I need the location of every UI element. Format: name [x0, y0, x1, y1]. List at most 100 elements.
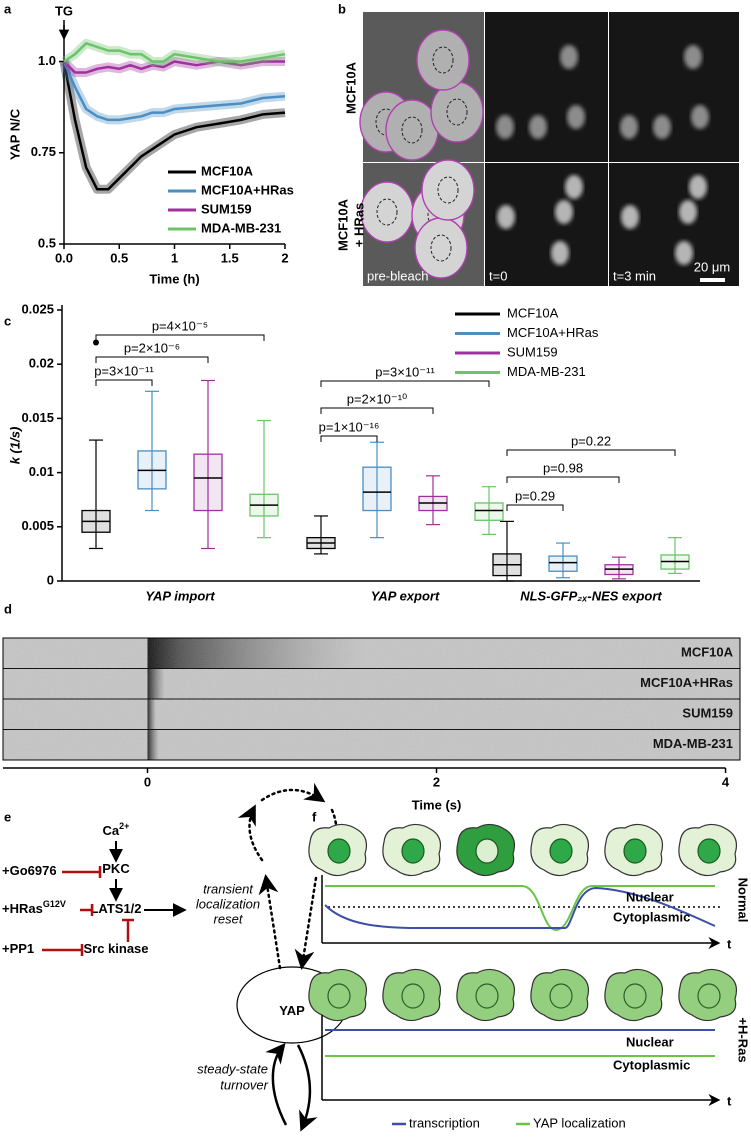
- label: PKC: [102, 861, 130, 876]
- legend-label: MDA-MB-231: [201, 220, 281, 235]
- p-value: p=0.29: [515, 488, 555, 503]
- p-value: p=2×10⁻¹⁰: [347, 391, 408, 406]
- nucleus: [689, 175, 707, 199]
- note: turnover: [220, 1077, 268, 1092]
- panel-letter: c: [4, 313, 11, 328]
- significance-bracket: [95, 334, 265, 341]
- localization-curve: [325, 885, 715, 932]
- nucleus-outline: [401, 116, 423, 144]
- x-tick-label: 0.0: [55, 250, 73, 265]
- y-axis-label: k (1/s): [7, 427, 22, 465]
- panel-letter: a: [4, 1, 12, 16]
- image-frame: [485, 12, 608, 162]
- nucleus: [621, 205, 639, 229]
- label-superscript: G12V: [43, 899, 66, 909]
- cell-nucleus: [401, 838, 425, 864]
- label: Src kinase: [83, 941, 148, 956]
- nucleus: [555, 200, 573, 224]
- label-text: Src kinase: [83, 941, 148, 956]
- nucleus: [679, 200, 697, 224]
- label: +Go6976: [2, 863, 57, 878]
- turnover-arrow: [265, 1042, 288, 1126]
- box: [548, 555, 578, 572]
- significance-bracket: [320, 435, 378, 442]
- turnover-arrow: [296, 1044, 318, 1132]
- legend-label: SUM159: [201, 201, 252, 216]
- x-tick-label: 4: [722, 774, 730, 789]
- nucleus-outline: [437, 176, 459, 204]
- y-tick-label: 0.01: [29, 464, 54, 479]
- nucleus-outline: [376, 198, 398, 226]
- legend-label: MCF10A+HRas: [201, 182, 294, 197]
- annotation: TG: [55, 3, 73, 18]
- cell-nucleus: [475, 838, 499, 864]
- legend-label: MCF10A: [507, 305, 559, 320]
- nucleus-outline: [430, 234, 452, 262]
- category-label: NLS-GFP₂ₓ-NES export: [520, 588, 662, 603]
- nucleus: [567, 105, 585, 129]
- series-line: [63, 42, 286, 63]
- cell: [360, 181, 414, 243]
- x-tick-label: 0: [144, 774, 151, 789]
- nucleus: [620, 115, 638, 139]
- x-axis-label: Time (s): [412, 797, 462, 812]
- cell-nucleus: [327, 983, 351, 1009]
- scale-bar: [700, 278, 725, 282]
- kymograph-noise: [3, 638, 740, 760]
- transport-arrow: [294, 876, 318, 970]
- label: YAP: [279, 1003, 305, 1018]
- row-label: MCF10A: [335, 198, 350, 251]
- series-line: [62, 61, 286, 122]
- scale-bar-label: 20 μm: [694, 259, 730, 274]
- transport-arrow: [260, 782, 326, 803]
- label-text: LATS1/2: [90, 901, 141, 916]
- nucleus: [675, 241, 693, 265]
- note: localization: [196, 896, 260, 911]
- p-value: p=1×10⁻¹⁶: [319, 419, 380, 434]
- significance-bracket: [95, 356, 209, 363]
- label: Ca2+: [103, 821, 130, 838]
- y-tick-label: 0: [47, 572, 54, 587]
- frame-label: t=0: [489, 268, 507, 283]
- row-label: MCF10A: [343, 61, 358, 114]
- y-tick-label: 0.015: [21, 410, 54, 425]
- cell: [421, 159, 475, 221]
- image-frame: [609, 12, 739, 162]
- transport-arrow: [258, 874, 282, 970]
- transport-arrow: [237, 804, 264, 862]
- cell-nucleus: [549, 838, 573, 864]
- frame-label: t=3 min: [613, 268, 656, 283]
- significance-bracket: [506, 476, 620, 483]
- y-tick-label: 0.005: [21, 518, 54, 533]
- x-tick-label: 2: [281, 250, 288, 265]
- label: LATS1/2: [90, 901, 141, 916]
- label: +PP1: [2, 941, 34, 956]
- cell-nucleus: [623, 983, 647, 1009]
- cell: [430, 81, 484, 143]
- nucleus: [653, 115, 671, 139]
- category-label: YAP import: [145, 588, 215, 603]
- x-axis-label: Time (h): [149, 271, 199, 286]
- x-tick-label: 0.5: [110, 250, 128, 265]
- frame-label: pre-bleach: [367, 268, 428, 283]
- note: transient: [203, 881, 254, 896]
- label-text: +Go6976: [2, 863, 57, 878]
- label-text: YAP: [279, 1003, 305, 1018]
- y-tick-label: 1.0: [38, 53, 56, 68]
- legend-label: YAP localization: [533, 1115, 626, 1130]
- significance-bracket: [320, 380, 490, 387]
- nucleus: [684, 45, 702, 69]
- legend-label: MCF10A+HRas: [507, 325, 599, 340]
- box: [362, 466, 392, 512]
- label-text: PKC: [102, 861, 130, 876]
- nucleus-outline: [432, 46, 454, 74]
- cell: [385, 99, 439, 161]
- legend-label: SUM159: [507, 344, 558, 359]
- compartment-label: Cytoplasmic: [613, 1057, 690, 1072]
- compartment-label: Cytoplasmic: [613, 909, 690, 924]
- transcription-curve: [324, 886, 716, 929]
- row-label: + HRas: [351, 203, 366, 247]
- label: +HRasG12V: [2, 899, 66, 916]
- cell-nucleus: [401, 983, 425, 1009]
- y-tick-label: 0.5: [38, 235, 56, 250]
